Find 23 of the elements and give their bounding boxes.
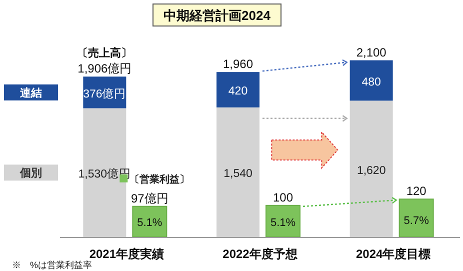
- text: ※ %は営業利益率: [12, 260, 92, 270]
- data-label: 100: [272, 190, 294, 204]
- text: 個別: [19, 168, 42, 180]
- text: 〔売上高〕: [77, 46, 132, 60]
- x-tick-label: 2022年度予想: [222, 247, 298, 261]
- total-label: 1,906億円: [78, 62, 132, 76]
- chart-title: 中期経営計画2024: [164, 8, 272, 23]
- data-label: 1,620: [356, 164, 386, 177]
- data-label: 420: [228, 86, 248, 98]
- data-label: 480: [362, 76, 381, 88]
- data-label: 97億円: [130, 191, 168, 206]
- data-label: 1,540: [224, 168, 252, 180]
- annotation: 5.1%: [270, 216, 296, 229]
- x-tick-label: 2021年度実績: [89, 247, 164, 261]
- data-label: 376億円: [83, 86, 126, 100]
- annotation: 5.7%: [404, 215, 430, 228]
- total-label: 1,960: [222, 57, 254, 72]
- total-label: 2,100: [356, 45, 387, 60]
- data-label: 120: [406, 184, 427, 198]
- x-tick-label: 2024年度目標: [356, 247, 431, 261]
- legend-label: 〔営業利益〕: [130, 173, 190, 186]
- annotation: 5.1%: [137, 216, 162, 229]
- text: 連結: [19, 86, 42, 100]
